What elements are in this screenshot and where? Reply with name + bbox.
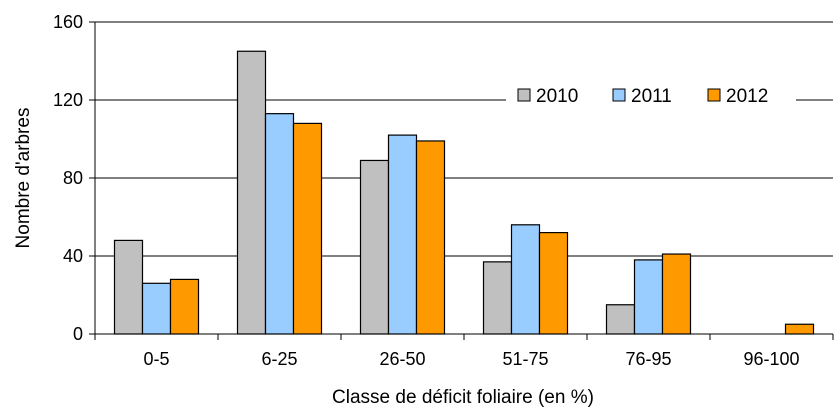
bar-2012-96-100 <box>784 323 815 335</box>
y-tick-label: 160 <box>53 12 83 32</box>
bar-2012-6-25 <box>292 122 323 335</box>
gridlines <box>95 21 833 257</box>
bar-2012-26-50 <box>415 140 446 335</box>
legend-swatch-2010 <box>517 88 531 102</box>
bar-2010-6-25 <box>236 50 267 335</box>
bar-2012-51-75 <box>538 232 569 335</box>
x-tick-label: 26-50 <box>379 349 425 369</box>
x-ticks: 0-5 6-25 26-50 51-75 76-95 96-100 <box>94 334 834 369</box>
bar-2011-76-95 <box>633 259 664 335</box>
bars <box>113 50 815 335</box>
bar-2011-51-75 <box>510 224 541 335</box>
bar-2011-6-25 <box>264 113 295 335</box>
bar-2010-26-50 <box>359 159 390 335</box>
x-tick-label: 0-5 <box>143 349 169 369</box>
x-tick-label: 6-25 <box>261 349 297 369</box>
y-axis-title: Nombre d'arbres <box>13 108 34 249</box>
bar-2010-76-95 <box>605 304 636 335</box>
bar-2011-26-50 <box>387 134 418 335</box>
x-tick-label: 76-95 <box>625 349 671 369</box>
y-tick-label: 0 <box>73 324 83 344</box>
bar-2012-76-95 <box>661 253 692 335</box>
x-axis-title: Classe de déficit foliaire (en %) <box>332 387 594 408</box>
legend-swatch-2011 <box>612 88 626 102</box>
bar-2011-0-5 <box>141 282 172 335</box>
legend-swatch-2012 <box>707 88 721 102</box>
y-ticks: 0 40 80 120 160 <box>53 12 95 344</box>
bar-2010-0-5 <box>113 239 144 335</box>
legend-label-2012: 2012 <box>726 86 768 107</box>
legend-label-2011: 2011 <box>631 86 672 107</box>
x-tick-label: 96-100 <box>743 349 799 369</box>
y-tick-label: 40 <box>63 246 83 266</box>
y-tick-label: 120 <box>53 90 83 110</box>
legend: 2010 2011 2012 <box>506 78 796 112</box>
bar-2010-51-75 <box>482 261 513 335</box>
bar-2012-0-5 <box>169 278 200 335</box>
y-tick-label: 80 <box>63 168 83 188</box>
legend-background <box>506 78 796 112</box>
legend-label-2010: 2010 <box>536 86 578 107</box>
x-tick-label: 51-75 <box>502 349 548 369</box>
